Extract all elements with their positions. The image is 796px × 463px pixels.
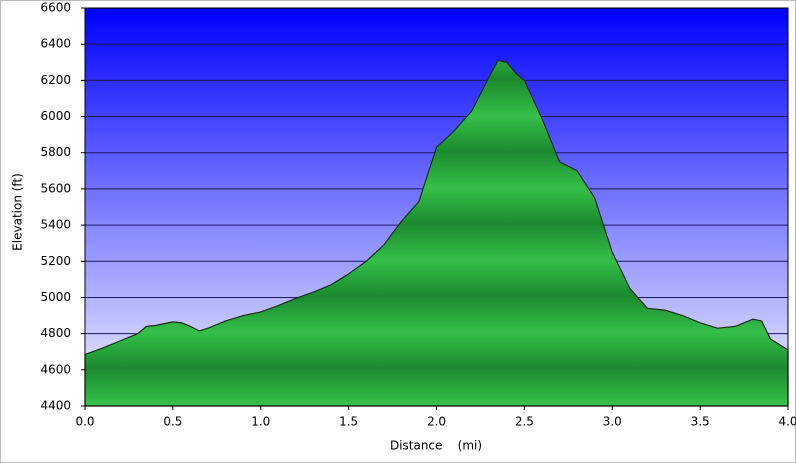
x-tick-label: 2.5 xyxy=(515,415,534,429)
y-tick-label: 6600 xyxy=(40,1,71,15)
x-tick-label: 3.5 xyxy=(691,415,710,429)
x-tick-label: 0.0 xyxy=(75,415,94,429)
x-tick-label: 2.0 xyxy=(427,415,446,429)
y-tick-label: 4400 xyxy=(40,399,71,413)
y-tick-label: 5000 xyxy=(40,290,71,304)
y-tick-label: 6000 xyxy=(40,109,71,123)
x-axis-title: Distance (mi) xyxy=(390,439,482,453)
y-tick-label: 5800 xyxy=(40,145,71,159)
y-tick-label: 6200 xyxy=(40,73,71,87)
y-tick-label: 5200 xyxy=(40,254,71,268)
y-tick-label: 4800 xyxy=(40,326,71,340)
y-tick-label: 5400 xyxy=(40,218,71,232)
x-tick-label: 4.0 xyxy=(778,415,796,429)
x-tick-label: 1.5 xyxy=(339,415,358,429)
y-tick-label: 4600 xyxy=(40,362,71,376)
x-tick-label: 1.0 xyxy=(251,415,270,429)
elevation-area xyxy=(84,59,789,407)
x-tick-label: 0.5 xyxy=(163,415,182,429)
y-tick-label: 6400 xyxy=(40,37,71,51)
y-tick-label: 5600 xyxy=(40,181,71,195)
y-axis-title: Elevation (ft) xyxy=(11,173,25,251)
x-tick-label: 3.0 xyxy=(603,415,622,429)
